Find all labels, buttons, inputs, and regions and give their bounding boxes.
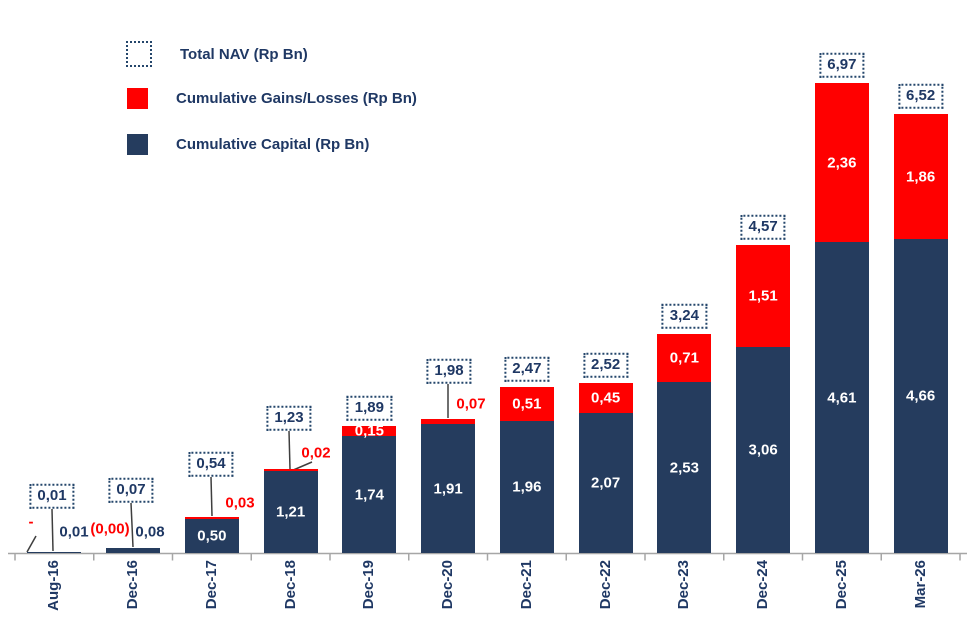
legend-label-capital: Cumulative Capital (Rp Bn) xyxy=(176,136,370,153)
gains-value-label: 0,03 xyxy=(225,494,255,512)
bar-segment-capital xyxy=(421,424,476,553)
nav-callout-line xyxy=(210,476,213,517)
total-nav-box: 6,52 xyxy=(898,83,944,109)
x-axis-label: Dec-21 xyxy=(517,560,535,610)
capital-value-label: 1,21 xyxy=(276,503,306,521)
legend-item-gains: Cumulative Gains/Losses (Rp Bn) xyxy=(127,88,417,109)
gains-value-label: 0,02 xyxy=(301,444,331,462)
nav-callout-line xyxy=(51,508,54,552)
legend-item-total-nav: Total NAV (Rp Bn) xyxy=(126,41,308,67)
total-nav-box: 1,98 xyxy=(426,358,472,384)
bar-segment-capital xyxy=(27,552,82,553)
legend-item-capital: Cumulative Capital (Rp Bn) xyxy=(127,134,369,155)
x-axis-label: Dec-24 xyxy=(754,560,772,610)
x-axis-label: Aug-16 xyxy=(45,560,63,611)
total-nav-box: 3,24 xyxy=(661,303,707,329)
bar-segment-gains xyxy=(263,469,318,471)
bar-segment-gains xyxy=(342,426,397,436)
legend-label-gains: Cumulative Gains/Losses (Rp Bn) xyxy=(176,90,417,107)
capital-value-label: 0,01 xyxy=(59,523,89,541)
bar-segment-gains xyxy=(184,517,239,519)
gains-value-label: 1,86 xyxy=(906,168,936,185)
x-axis-label: Dec-19 xyxy=(360,560,378,610)
bar-segment-capital xyxy=(814,242,869,553)
capital-value-label: 4,61 xyxy=(827,389,857,406)
capital-value-label: 4,66 xyxy=(906,387,936,405)
bar-segment-capital xyxy=(893,239,948,553)
gains-value-label: - xyxy=(28,513,34,531)
gains-value-label: 0,51 xyxy=(512,395,542,413)
legend-label-total-nav: Total NAV (Rp Bn) xyxy=(180,45,308,63)
gains-value-label: 0,71 xyxy=(669,349,699,367)
capital-value-label: 0,50 xyxy=(197,527,227,545)
x-axis-label: Dec-16 xyxy=(124,560,142,610)
bar-segment-gains xyxy=(893,114,948,239)
gains-value-label: 0,07 xyxy=(456,395,486,413)
total-nav-box: 6,97 xyxy=(819,52,865,78)
bar-segment-capital xyxy=(736,347,791,553)
capital-value-label: 1,91 xyxy=(433,480,463,497)
total-nav-box: 0,54 xyxy=(188,451,234,477)
bar-segment-capital xyxy=(578,413,633,553)
bar-segment-gains xyxy=(421,419,476,424)
gains-value-label: 1,51 xyxy=(748,287,778,305)
capital-value-label: 1,74 xyxy=(354,486,384,503)
capital-value-label: 2,53 xyxy=(669,459,699,476)
total-nav-box: 0,07 xyxy=(108,477,154,503)
total-nav-box: 0,01 xyxy=(29,483,75,509)
x-axis-label: Dec-18 xyxy=(281,560,299,610)
nav-callout-line xyxy=(130,502,134,548)
bar-segment-gains xyxy=(499,387,554,421)
total-nav-box: 2,47 xyxy=(504,356,550,382)
capital-swatch-icon xyxy=(127,134,148,155)
x-axis-label: Dec-25 xyxy=(832,560,850,610)
bar-segment-capital xyxy=(106,548,161,553)
bar-segment-gains xyxy=(736,245,791,347)
capital-value-label: 2,07 xyxy=(591,474,621,492)
x-axis-label: Dec-23 xyxy=(675,560,693,610)
total-nav-swatch-icon xyxy=(126,41,152,67)
bar-segment-gains xyxy=(814,83,869,242)
bar-segment-capital xyxy=(657,382,712,553)
bar-segment-capital xyxy=(342,436,397,553)
total-nav-box: 1,23 xyxy=(266,405,312,431)
bar-segment-capital xyxy=(499,421,554,553)
bar-segment-capital xyxy=(184,519,239,553)
x-axis-label: Dec-22 xyxy=(596,560,614,610)
total-nav-box: 4,57 xyxy=(740,214,786,240)
total-nav-box: 2,52 xyxy=(583,352,629,378)
total-nav-box: 1,89 xyxy=(346,395,392,421)
gains-value-label: 0,45 xyxy=(591,389,621,407)
capital-value-label: 3,06 xyxy=(748,441,778,459)
bar-segment-gains xyxy=(657,334,712,382)
gains-value-label: 2,36 xyxy=(827,154,857,171)
gains-callout-line xyxy=(26,535,37,553)
nav-callout-line xyxy=(288,430,291,470)
gains-swatch-icon xyxy=(127,88,148,109)
capital-value-label: 1,96 xyxy=(512,478,542,496)
bar-segment-capital xyxy=(263,471,318,553)
gains-value-label: 0,15 xyxy=(354,422,384,440)
gains-value-label: (0,00) xyxy=(90,520,130,538)
bar-segment-gains xyxy=(578,383,633,413)
x-axis-label: Dec-20 xyxy=(439,560,457,610)
capital-value-label: 0,08 xyxy=(135,523,165,541)
x-axis-label: Dec-17 xyxy=(202,560,220,610)
x-axis-label: Mar-26 xyxy=(911,560,929,609)
